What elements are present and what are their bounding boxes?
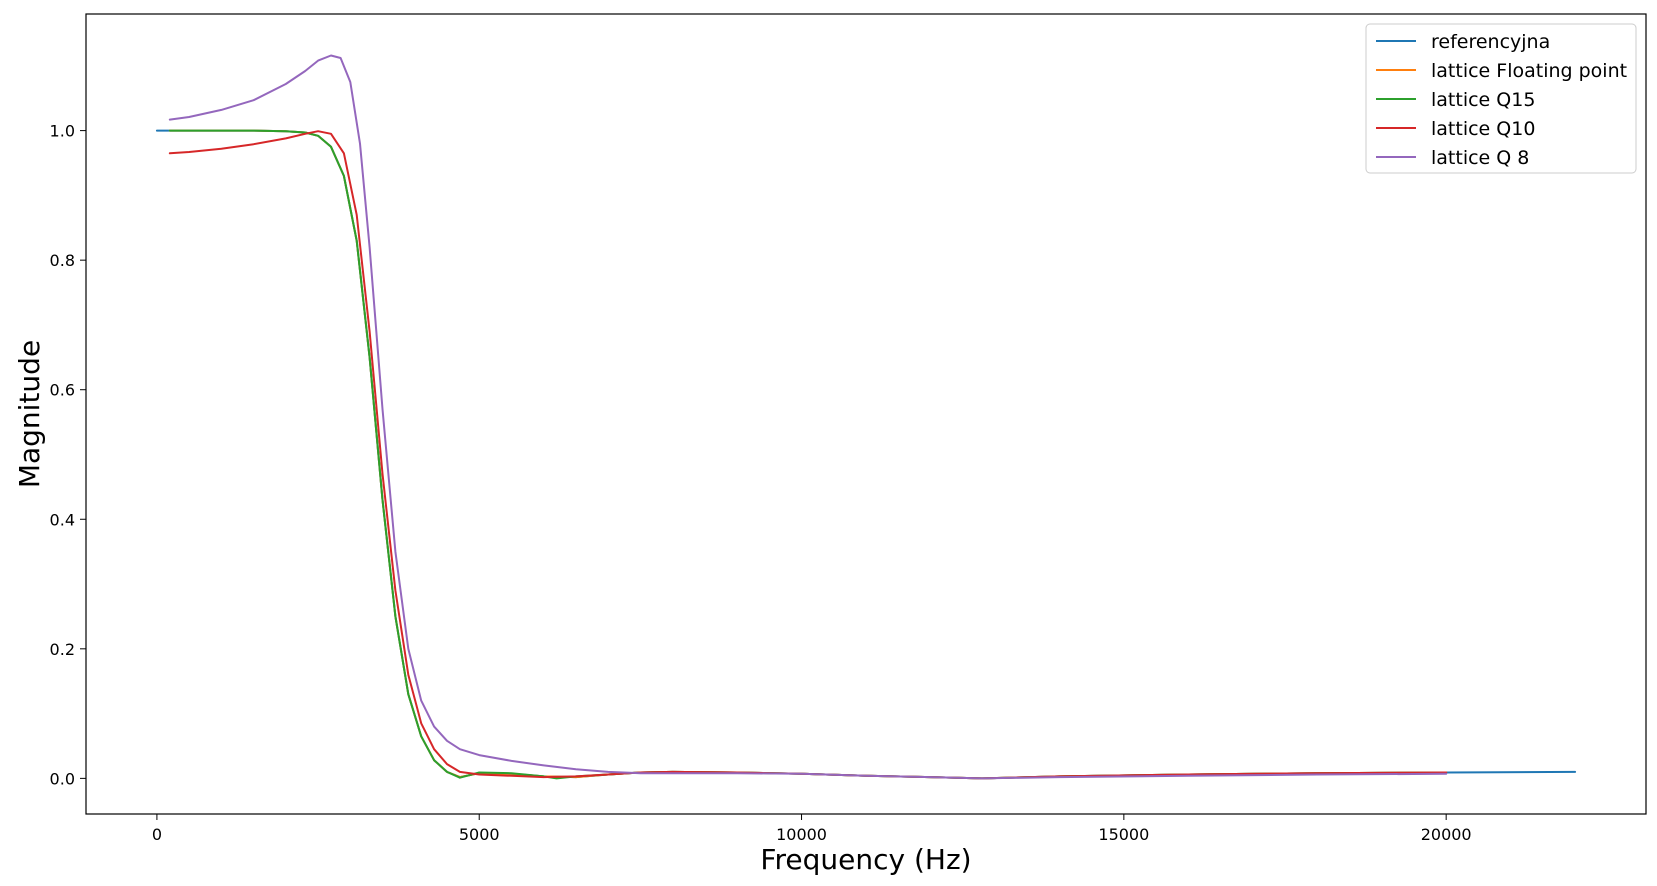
x-tick-label: 5000	[459, 825, 500, 844]
legend-label-3: lattice Q10	[1431, 118, 1535, 140]
x-tick-label: 20000	[1421, 825, 1472, 844]
y-tick-label: 0.2	[50, 640, 75, 659]
y-tick-label: 0.6	[50, 381, 75, 400]
y-axis-label: Magnitude	[13, 340, 46, 488]
legend-label-1: lattice Floating point	[1431, 60, 1627, 82]
x-axis: 0 5000 10000 15000 20000	[152, 814, 1472, 844]
x-tick-label: 15000	[1098, 825, 1149, 844]
y-tick-label: 1.0	[50, 122, 75, 141]
y-tick-label: 0.8	[50, 251, 75, 270]
y-tick-label: 0.0	[50, 769, 75, 788]
y-axis: 0.0 0.2 0.4 0.6 0.8 1.0	[50, 122, 86, 788]
legend-label-2: lattice Q15	[1431, 89, 1535, 111]
series-line-0	[155, 129, 1577, 780]
series-line-2	[168, 129, 1448, 780]
series-line-1	[168, 129, 1448, 780]
x-axis-label: Frequency (Hz)	[760, 843, 971, 876]
series-line-4	[168, 54, 1448, 780]
x-tick-label: 10000	[776, 825, 827, 844]
legend-box	[1365, 23, 1637, 174]
y-tick-label: 0.4	[50, 510, 75, 529]
x-tick-label: 0	[152, 825, 162, 844]
plot-area-frame	[85, 13, 1647, 815]
series-line-3	[168, 130, 1448, 780]
series-layer	[155, 54, 1577, 780]
legend-label-4: lattice Q 8	[1431, 147, 1529, 169]
legend-label-0: referencyjna	[1431, 31, 1550, 53]
legend: referencyjna lattice Floating point lattic…	[1365, 23, 1637, 174]
